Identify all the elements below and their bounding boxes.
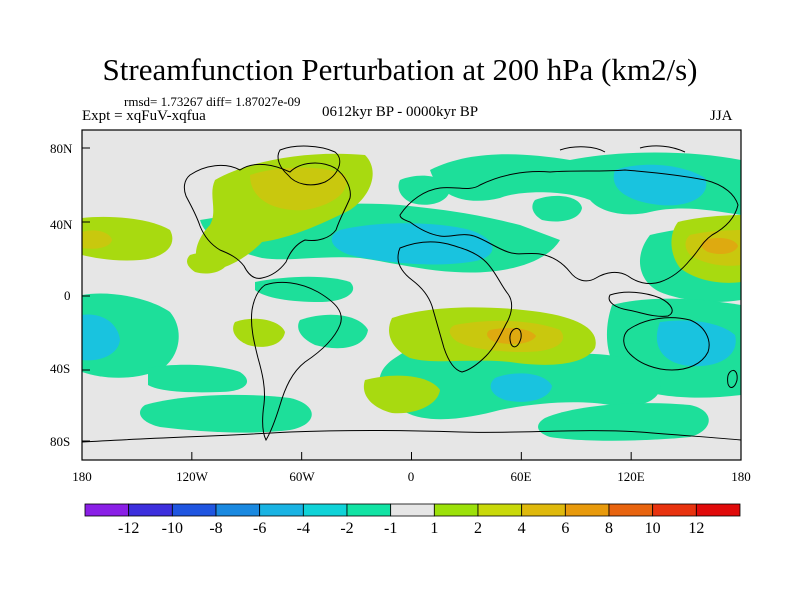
colorbar-swatch-14	[695, 503, 741, 517]
lat-label-80s: 80S	[50, 434, 70, 449]
core-west-pacific	[82, 314, 120, 361]
region-tropical-atlantic	[255, 276, 354, 302]
season-label: JJA	[710, 108, 733, 124]
coast-north-america	[183, 162, 351, 279]
region-south-pacific-belt	[148, 364, 248, 393]
colorbar-label-11: 8	[605, 520, 613, 537]
colorbar-label-8: 2	[474, 520, 482, 537]
lon-label-120w: 120W	[176, 469, 209, 484]
region-southern-ocean-east	[538, 403, 709, 441]
core-north-pacific-west	[82, 230, 112, 249]
colorbar-swatch-9	[477, 503, 523, 517]
colorbar-swatch-12	[608, 503, 654, 517]
colorbar-label-1: -10	[162, 520, 183, 537]
colorbar-swatch-3	[215, 503, 261, 517]
colorbar-label-7: 1	[430, 520, 438, 537]
coast-madagascar	[509, 327, 522, 348]
colorbar-swatch-0	[84, 503, 130, 517]
coast-africa	[397, 241, 513, 373]
lon-label-60e: 60E	[511, 469, 532, 484]
lon-label-180w: 180	[72, 469, 92, 484]
colorbar-swatch-4	[259, 503, 304, 517]
lat-label-40s: 40S	[50, 361, 70, 376]
map-title: Streamfunction Perturbation at 200 hPa (…	[102, 52, 698, 87]
colorbar-label-3: -6	[253, 520, 266, 537]
rmsd-stats: rmsd= 1.73267 diff= 1.87027e-09	[124, 94, 301, 109]
lon-label-60w: 60W	[289, 469, 315, 484]
colorbar-label-6: -1	[384, 520, 397, 537]
coast-new-zealand	[727, 369, 738, 388]
experiment-label: Expt = xqFuV-xqfua	[82, 108, 206, 124]
region-south-atlantic	[363, 375, 440, 414]
coast-arctic-islands	[559, 145, 686, 153]
orange-contour-regions	[487, 238, 738, 344]
colorbar-swatch-10	[521, 503, 566, 517]
core-mozambique-channel	[487, 328, 536, 344]
colorbar-label-12: 10	[645, 520, 661, 537]
coast-eurasia	[399, 169, 739, 285]
colorbar-label-10: 6	[561, 520, 569, 537]
core-australia	[656, 320, 736, 367]
lat-label-40n: 40N	[50, 217, 73, 232]
colorbar: -12 -10 -8 -6 -4 -2 -1 1 2 4 6 8 10 12	[84, 503, 741, 537]
core-south-indian	[490, 373, 552, 402]
lat-label-0: 0	[64, 288, 71, 303]
colorbar-label-13: 12	[688, 520, 704, 537]
colorbar-swatch-5	[302, 503, 348, 517]
region-north-pacific	[82, 216, 173, 261]
period-label: 0612kyr BP - 0000kyr BP	[322, 104, 479, 120]
core-hudson-bay	[250, 167, 347, 211]
colorbar-swatch-1	[128, 503, 173, 517]
lon-label-120e: 120E	[617, 469, 645, 484]
colorbar-swatch-13	[652, 503, 697, 517]
colorbar-swatch-2	[171, 503, 217, 517]
colorbar-swatch-7	[390, 503, 435, 517]
colorbar-swatch-11	[564, 503, 610, 517]
coastlines	[82, 145, 741, 443]
coast-south-america	[251, 281, 342, 442]
colorbar-label-9: 4	[518, 520, 526, 537]
region-north-africa	[398, 175, 450, 205]
cyan-contour-regions	[82, 164, 736, 402]
coast-maritime-continent	[608, 291, 673, 317]
colorbar-label-2: -8	[209, 520, 222, 537]
colorbar-label-0: -12	[118, 520, 139, 537]
colorbar-swatch-8	[433, 503, 479, 517]
coast-antarctica	[82, 430, 741, 443]
coast-australia	[623, 317, 710, 371]
lat-label-80n: 80N	[50, 141, 73, 156]
region-southern-ocean-west	[140, 394, 312, 433]
region-central-pacific	[187, 252, 228, 274]
colorbar-swatch-6	[346, 503, 392, 517]
colorbar-label-4: -4	[297, 520, 310, 537]
contour-field	[82, 130, 741, 460]
core-japan-pacific	[701, 238, 738, 254]
coast-greenland	[277, 145, 341, 186]
lon-label-180e: 180	[731, 469, 751, 484]
region-central-asia	[532, 195, 582, 222]
lat-axis-labels: 80N 40N 0 40S 80S	[50, 141, 73, 449]
region-south-america-west	[233, 318, 285, 347]
lon-axis-labels: 180 120W 60W 0 60E 120E 180	[72, 469, 751, 484]
axis-ticks	[81, 147, 742, 460]
colorbar-label-5: -2	[340, 520, 353, 537]
core-siberia	[613, 164, 707, 206]
lon-label-0: 0	[408, 469, 415, 484]
region-south-america-east	[298, 314, 368, 349]
